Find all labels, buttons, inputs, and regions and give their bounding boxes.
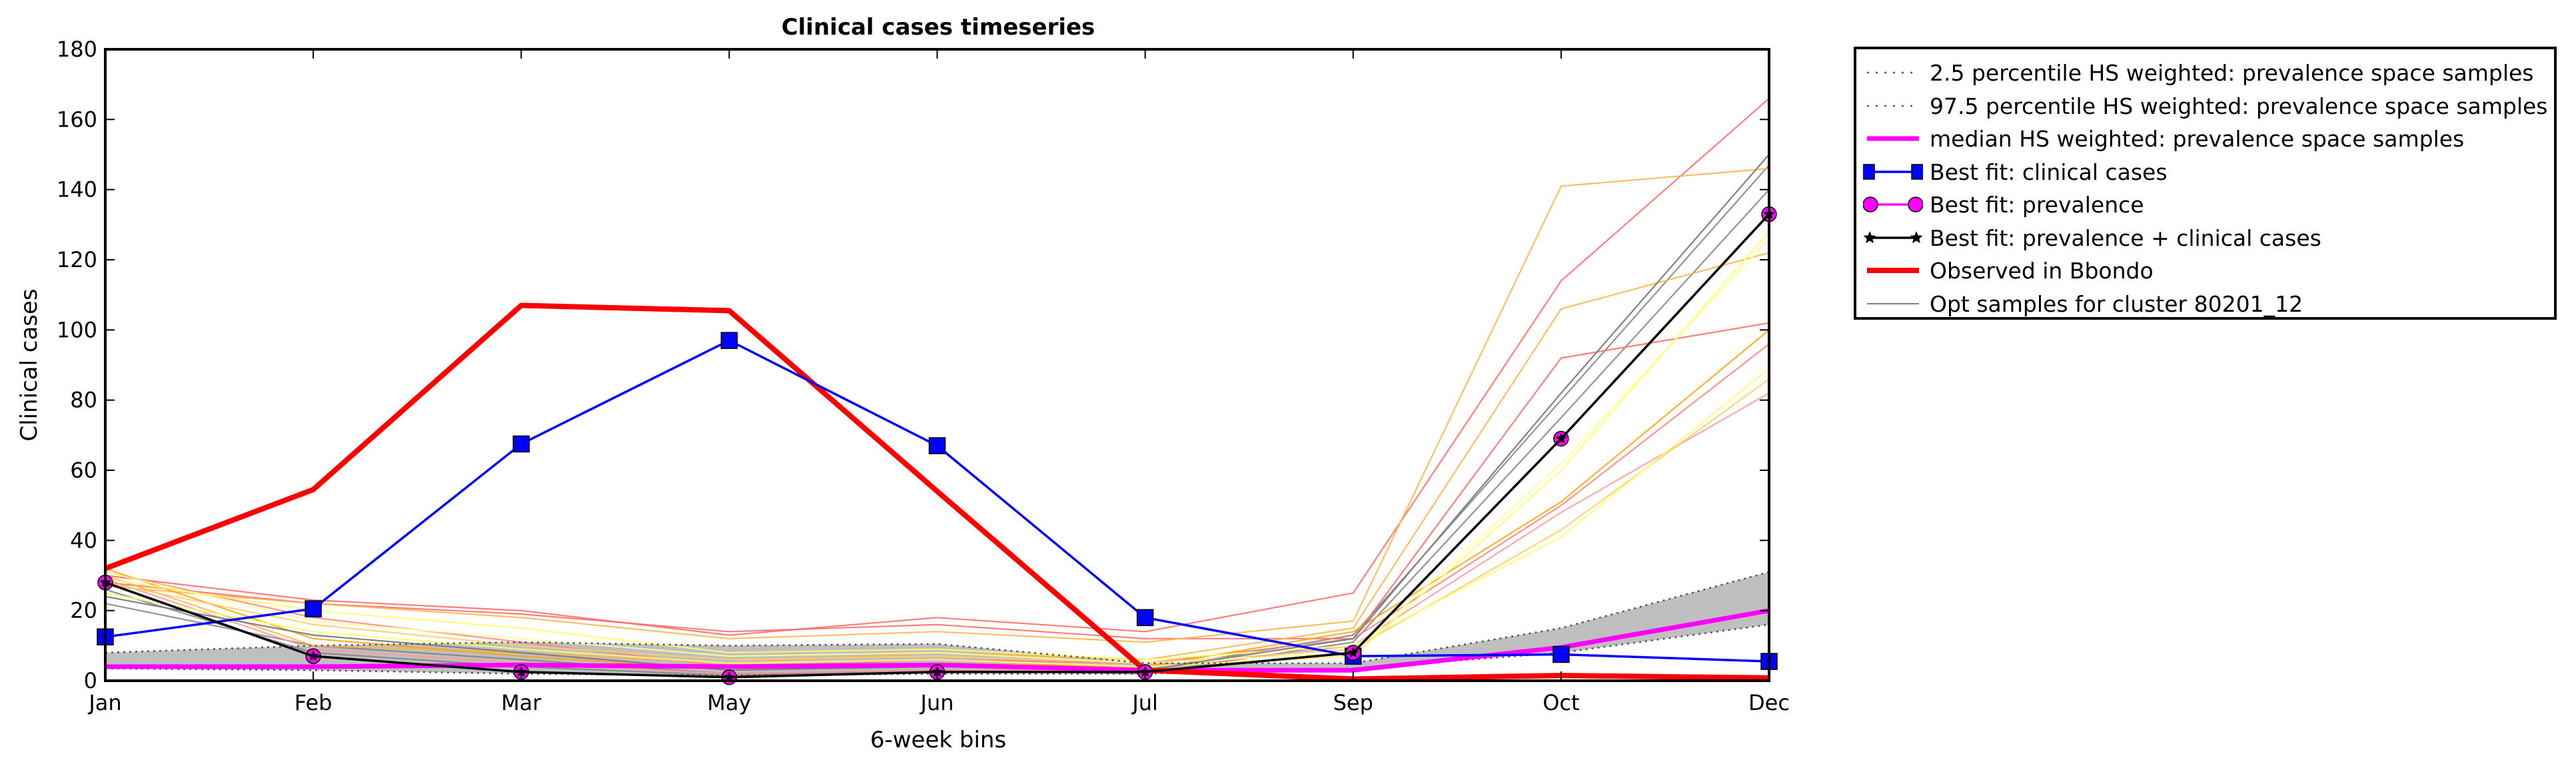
y-tick-label: 20 bbox=[70, 598, 97, 623]
y-tick-label: 40 bbox=[70, 528, 97, 553]
legend-swatch bbox=[1867, 105, 1919, 107]
bestfit-clinical-marker bbox=[720, 332, 738, 349]
opt-sample-line-12 bbox=[105, 231, 1770, 668]
axes: 0 20 40 60 80 100 120 140 160 180 Jan Feb Mar May Jun J… bbox=[57, 37, 1790, 715]
legend-swatch bbox=[1867, 268, 1919, 273]
plot-area bbox=[97, 97, 1778, 685]
bestfit-clinical-marker bbox=[512, 435, 530, 453]
bestfit-combined-marker bbox=[1555, 432, 1567, 444]
bestfit-combined-marker bbox=[931, 665, 944, 677]
series-opt-samples-line bbox=[105, 154, 1770, 671]
legend-item: 97.5 percentile HS weighted: prevalence … bbox=[1856, 89, 2554, 123]
series-observed-line bbox=[104, 302, 1770, 682]
opt-sample-line-9 bbox=[105, 378, 1770, 664]
legend-swatch bbox=[1867, 71, 1919, 74]
y-tick-label: 120 bbox=[57, 247, 97, 272]
legend-item: Best fit: clinical cases bbox=[1856, 155, 2554, 189]
legend-label: Best fit: prevalence + clinical cases bbox=[1930, 224, 2321, 251]
x-axis-label: 6-week bins bbox=[870, 727, 1006, 753]
legend-item: Observed in Bbondo bbox=[1856, 254, 2554, 287]
opt-sample-line-2 bbox=[105, 97, 1770, 636]
legend-label: median HS weighted: prevalence space sam… bbox=[1930, 126, 2465, 152]
legend-label: 2.5 percentile HS weighted: prevalence s… bbox=[1930, 60, 2534, 86]
legend-swatch bbox=[1867, 302, 1919, 304]
series-percentile-line-0 bbox=[105, 623, 1770, 677]
legend-item: Best fit: prevalence + clinical cases bbox=[1856, 221, 2554, 254]
y-axis-label: Clinical cases bbox=[16, 288, 43, 441]
legend-item: Best fit: prevalence bbox=[1856, 188, 2554, 221]
legend-square-marker bbox=[1911, 163, 1923, 180]
y-tick-label: 140 bbox=[57, 177, 97, 202]
legend-star-marker bbox=[1910, 230, 1923, 243]
legend-swatch bbox=[1863, 163, 1923, 180]
y-tick-label: 80 bbox=[70, 388, 97, 413]
legend-square-marker bbox=[1863, 163, 1875, 180]
legend-swatch bbox=[1867, 136, 1919, 141]
legend-item: 2.5 percentile HS weighted: prevalence s… bbox=[1856, 56, 2554, 89]
opt-sample-line-3 bbox=[105, 322, 1770, 639]
legend-item: Opt samples for cluster 80201_12 bbox=[1856, 287, 2554, 320]
bestfit-combined-marker bbox=[1347, 646, 1359, 658]
opt-sample-line-6 bbox=[105, 168, 1770, 643]
bestfit-combined-marker bbox=[515, 665, 527, 677]
x-tick-label: Sep bbox=[1333, 690, 1373, 715]
bestfit-combined-marker bbox=[1139, 665, 1151, 677]
legend-label: Best fit: prevalence bbox=[1930, 192, 2144, 218]
bestfit-clinical-marker bbox=[305, 600, 322, 617]
legend-circle-marker bbox=[1863, 196, 1878, 212]
opt-sample-line-11 bbox=[105, 238, 1770, 664]
legend-label: 97.5 percentile HS weighted: prevalence … bbox=[1930, 93, 2548, 119]
x-tick-label: Mar bbox=[501, 690, 542, 715]
x-tick-label: Feb bbox=[295, 690, 332, 715]
plot-frame bbox=[104, 48, 1770, 682]
opt-sample-line-8 bbox=[105, 329, 1770, 671]
y-tick-label: 100 bbox=[57, 317, 97, 342]
bestfit-clinical-marker bbox=[1136, 609, 1154, 626]
x-tick-label: Dec bbox=[1748, 690, 1790, 715]
y-tick-label: 180 bbox=[57, 37, 97, 62]
legend-swatch bbox=[1863, 196, 1923, 212]
legend: 2.5 percentile HS weighted: prevalence s… bbox=[1854, 47, 2557, 320]
opt-sample-line-10 bbox=[105, 368, 1770, 661]
legend-label: Opt samples for cluster 80201_12 bbox=[1930, 290, 2303, 317]
y-tick-label: 0 bbox=[84, 668, 97, 693]
x-tick-label: Jun bbox=[920, 690, 954, 715]
bestfit-combined-marker bbox=[307, 650, 319, 661]
legend-label: Best fit: clinical cases bbox=[1930, 159, 2168, 185]
y-tick-label: 60 bbox=[70, 458, 97, 483]
opt-sample-line-0 bbox=[105, 165, 1770, 675]
bestfit-clinical-marker bbox=[1553, 645, 1570, 663]
legend-label: Observed in Bbondo bbox=[1930, 258, 2154, 284]
y-tick-label: 160 bbox=[57, 107, 97, 132]
x-tick-label: Jan bbox=[87, 690, 121, 715]
legend-item: median HS weighted: prevalence space sam… bbox=[1856, 122, 2554, 155]
chart-title: Clinical cases timeseries bbox=[782, 14, 1095, 41]
legend-star-marker bbox=[1863, 230, 1876, 243]
x-tick-label: Jul bbox=[1131, 690, 1158, 715]
legend-swatch bbox=[1863, 230, 1923, 243]
legend-circle-marker bbox=[1908, 196, 1923, 212]
x-tick-label: Oct bbox=[1543, 690, 1579, 715]
bestfit-clinical-marker bbox=[928, 437, 946, 454]
x-tick-label: May bbox=[707, 690, 751, 715]
series-percentile-line-1 bbox=[105, 571, 1770, 664]
